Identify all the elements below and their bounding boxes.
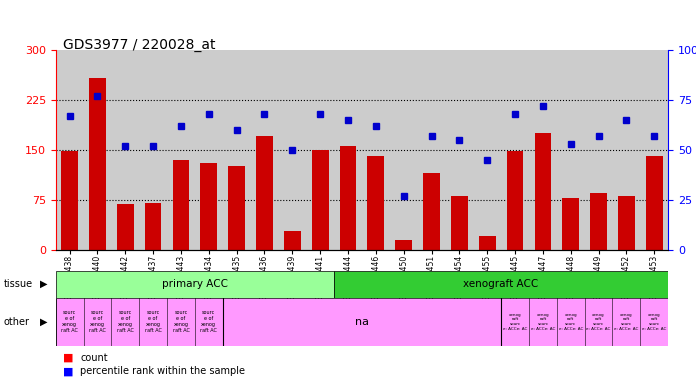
Bar [646,156,663,250]
Text: sourc
e of
xenog
raft AC: sourc e of xenog raft AC [200,310,217,333]
Text: xenog
raft
sourc
e: ACCe: AC: xenog raft sourc e: ACCe: AC [642,313,667,331]
Text: na: na [355,316,369,327]
Bar [89,78,106,250]
Bar [507,151,523,250]
Bar [562,198,579,250]
FancyBboxPatch shape [334,271,668,298]
Bar [395,240,412,250]
Bar [535,133,551,250]
Text: GDS3977 / 220028_at: GDS3977 / 220028_at [63,38,215,52]
Bar [284,231,301,250]
Text: xenog
raft
sourc
e: ACCe: AC: xenog raft sourc e: ACCe: AC [503,313,528,331]
Text: sourc
e of
xenog
raft AC: sourc e of xenog raft AC [173,310,189,333]
Bar [200,163,217,250]
Text: other: other [3,316,29,327]
Bar [117,204,134,250]
Text: xenog
raft
sourc
e: ACCe: AC: xenog raft sourc e: ACCe: AC [614,313,639,331]
Text: xenog
raft
sourc
e: ACCe: AC: xenog raft sourc e: ACCe: AC [586,313,611,331]
Bar [590,193,607,250]
Bar [367,156,384,250]
Bar [423,173,440,250]
FancyBboxPatch shape [56,271,334,298]
Text: sourc
e of
xenog
raft AC: sourc e of xenog raft AC [61,310,78,333]
Text: ▶: ▶ [40,316,47,327]
Text: sourc
e of
xenog
raft AC: sourc e of xenog raft AC [145,310,161,333]
Bar [312,150,329,250]
Text: ■: ■ [63,353,73,363]
Bar [256,136,273,250]
FancyBboxPatch shape [56,298,668,346]
Bar [173,160,189,250]
Bar [479,236,496,250]
Text: xenograft ACC: xenograft ACC [464,279,539,289]
Bar [145,203,161,250]
Text: ▶: ▶ [40,279,47,289]
Text: count: count [80,353,108,363]
Text: percentile rank within the sample: percentile rank within the sample [80,366,245,376]
Text: sourc
e of
xenog
raft AC: sourc e of xenog raft AC [117,310,134,333]
Bar [61,151,78,250]
Text: xenog
raft
sourc
e: ACCe: AC: xenog raft sourc e: ACCe: AC [530,313,555,331]
Bar [228,166,245,250]
Text: primary ACC: primary ACC [162,279,228,289]
Bar [451,196,468,250]
Text: sourc
e of
xenog
raft AC: sourc e of xenog raft AC [89,310,106,333]
Bar [618,196,635,250]
Bar [340,146,356,250]
Text: tissue: tissue [3,279,33,289]
Text: ■: ■ [63,366,73,376]
Text: xenog
raft
sourc
e: ACCe: AC: xenog raft sourc e: ACCe: AC [558,313,583,331]
